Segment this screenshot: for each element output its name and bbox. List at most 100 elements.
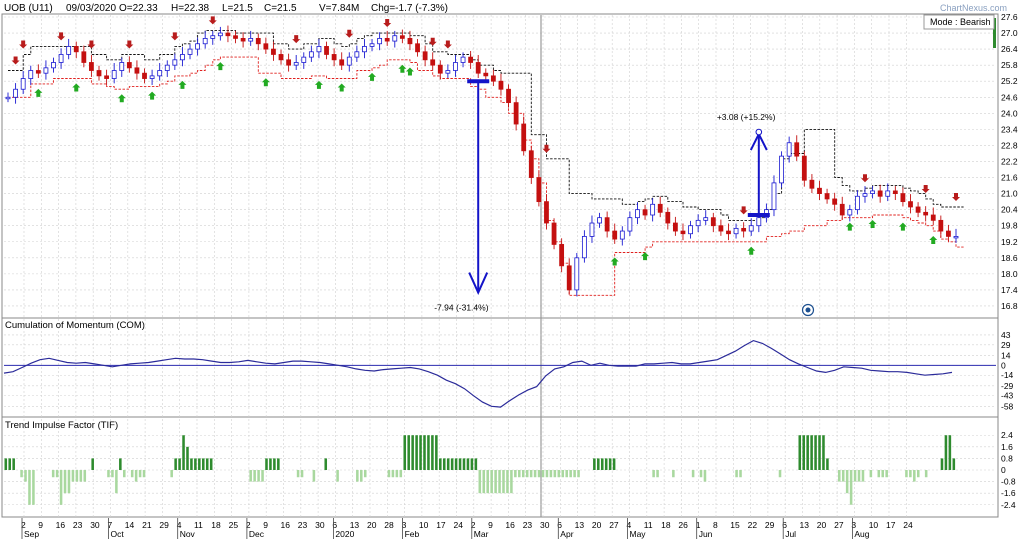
tif-y-tick-label: 2.4 (1001, 430, 1013, 440)
tif-bar (474, 458, 478, 470)
candle-body (233, 35, 238, 39)
x-tick-label: 28 (384, 520, 394, 530)
candle-body (521, 123, 527, 152)
x-tick-label: 16 (281, 520, 291, 530)
candle-body (369, 43, 375, 47)
buy-signal-arrow (898, 222, 907, 231)
buy-signal-arrow (398, 64, 407, 73)
candle-body (559, 244, 565, 267)
tif-y-tick-label: 1.6 (1001, 442, 1013, 452)
tif-bar (63, 470, 67, 494)
candle-body (612, 230, 618, 240)
candle-body (354, 51, 360, 58)
candle-body (331, 54, 337, 61)
tif-y-tick-label: -1.6 (1001, 488, 1016, 498)
tif-bar (506, 470, 509, 494)
candle-body (619, 230, 625, 240)
tif-bar (67, 470, 71, 494)
tif-bar (841, 470, 845, 482)
candle-body (923, 211, 929, 216)
candle-body (5, 96, 11, 100)
tif-bar (403, 435, 407, 470)
buy-signal-arrow (868, 220, 877, 228)
candle-body (316, 46, 322, 53)
sell-signal-arrow (170, 32, 179, 41)
x-tick-label: 11 (644, 520, 653, 530)
tif-bar (672, 470, 675, 478)
candle-body (847, 209, 853, 216)
candle-body (20, 78, 26, 90)
candle-body (240, 38, 246, 42)
x-month-label: Jul (785, 529, 796, 539)
candle-body (377, 38, 383, 45)
com-y-tick-label: 43 (1001, 330, 1011, 340)
snapshot-icon[interactable] (801, 303, 815, 317)
x-tick-label: 30 (315, 520, 325, 530)
tif-bar (4, 458, 8, 470)
tif-y-tick-label: 0.8 (1001, 453, 1013, 463)
candle-body (627, 217, 633, 232)
buy-signal-arrow (148, 91, 157, 100)
tif-bar (269, 458, 272, 470)
candle-body (81, 51, 87, 63)
symbol-label: UOB (U11) (4, 3, 53, 14)
x-tick-label: 18 (211, 520, 221, 530)
tif-bar (814, 435, 817, 470)
candle-body (946, 230, 951, 237)
tif-bar (190, 458, 193, 470)
y-tick-label: 20.4 (1001, 205, 1018, 215)
sell-signal-arrow (19, 40, 28, 49)
candle-body (710, 217, 716, 227)
x-month-label: Feb (405, 529, 420, 539)
tif-bar (521, 470, 525, 478)
buy-signal-arrow (34, 88, 43, 97)
candle-body (915, 206, 921, 213)
tif-bar (391, 470, 395, 478)
buy-signal-arrow (368, 72, 377, 81)
x-tick-label: 7 (108, 520, 113, 530)
tif-bar (387, 470, 391, 478)
candle-body (657, 203, 663, 213)
candle-body (119, 62, 125, 71)
tif-bar (604, 458, 608, 470)
sell-signal-arrow (125, 40, 134, 49)
tif-bar (170, 470, 173, 478)
low-label: L=21.5 (222, 3, 253, 14)
x-tick-label: 20 (592, 520, 602, 530)
tif-bar (28, 470, 31, 505)
candle-body (308, 51, 314, 58)
candle-body (149, 75, 155, 79)
buy-signal-arrow (610, 257, 619, 266)
tif-bar (363, 470, 367, 478)
candle-body (362, 46, 367, 53)
watermark: ChartNexus.com (940, 3, 1007, 13)
tif-bar (486, 470, 489, 494)
candle-body (437, 64, 443, 74)
x-tick-label: 13 (350, 520, 360, 530)
x-tick-label: 2 (246, 520, 251, 530)
buy-signal-arrow (261, 78, 270, 87)
tif-bar (703, 470, 707, 482)
tif-bar (336, 470, 339, 482)
candle-body (453, 62, 458, 71)
candle-body (104, 75, 109, 79)
tif-bar (194, 458, 197, 470)
measure-endpoint (755, 128, 763, 136)
candle-body (13, 88, 18, 98)
measure-label: -7.94 (-31.4%) (434, 303, 488, 313)
tif-bar (778, 470, 782, 478)
x-tick-label: 14 (125, 520, 135, 530)
tif-bar (142, 470, 146, 478)
candle-body (953, 236, 959, 239)
tif-bar (545, 470, 549, 478)
lower-stop-band (8, 56, 964, 296)
candle-body (786, 142, 792, 157)
tif-bar (699, 470, 703, 478)
tif-bar (91, 458, 94, 470)
y-tick-label: 23.4 (1001, 124, 1018, 134)
tif-bar (462, 458, 466, 470)
tif-bar (399, 470, 403, 478)
tif-bar (514, 470, 517, 478)
tif-bar (537, 470, 541, 478)
